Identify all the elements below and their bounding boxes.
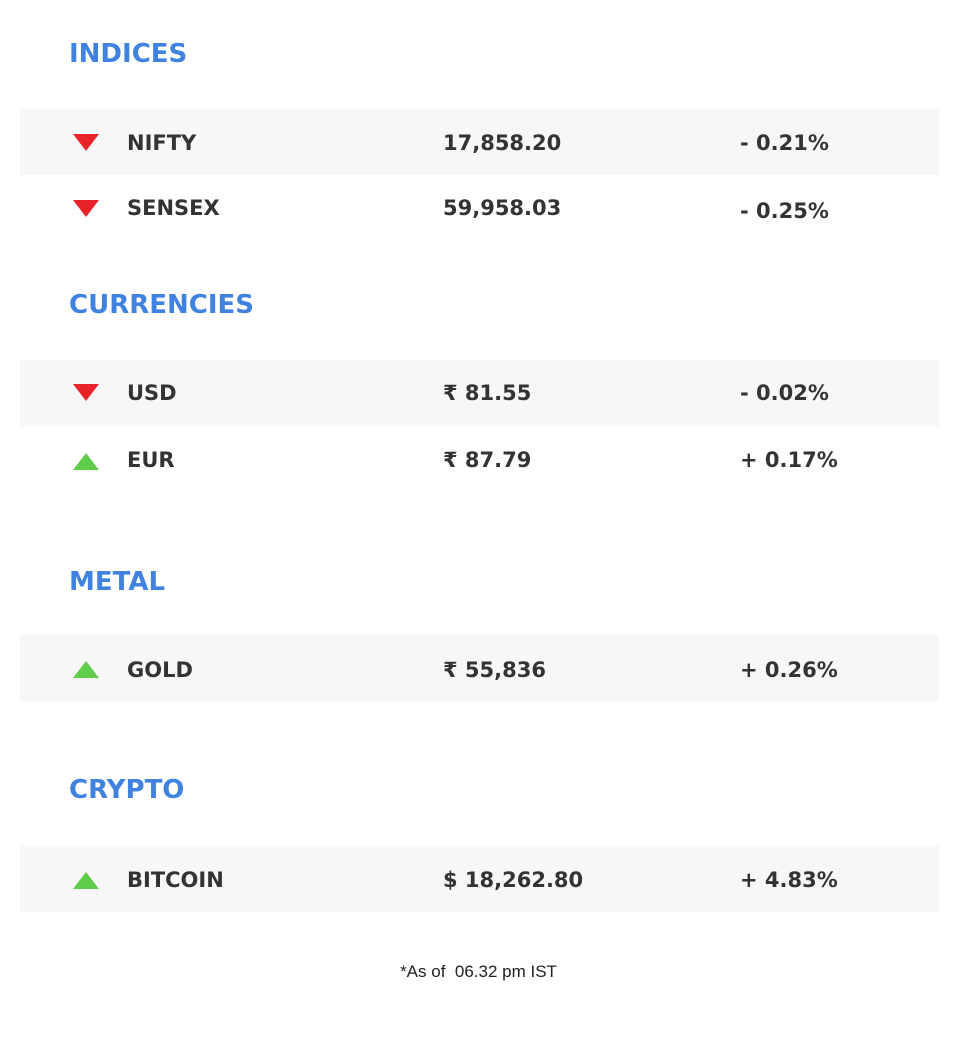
market-row-sensex: SENSEX 59,958.03 - 0.25% — [20, 175, 939, 241]
market-row-usd: USD ₹ 81.55 - 0.02% — [20, 360, 939, 426]
instrument-change: + 0.26% — [740, 658, 838, 682]
instrument-value: 59,958.03 — [443, 196, 562, 220]
down-arrow-icon — [73, 200, 99, 217]
up-arrow-icon — [73, 661, 99, 678]
down-arrow-icon — [73, 134, 99, 151]
instrument-value: 17,858.20 — [443, 131, 562, 155]
up-arrow-icon — [73, 453, 99, 470]
instrument-name: SENSEX — [127, 196, 220, 220]
instrument-name: BITCOIN — [127, 868, 224, 892]
section-title-metal: METAL — [69, 567, 166, 597]
instrument-change: + 4.83% — [740, 868, 838, 892]
section-title-currencies: CURRENCIES — [69, 290, 254, 320]
market-row-eur: EUR ₹ 87.79 + 0.17% — [20, 426, 939, 492]
timestamp-footnote: *As of 06.32 pm IST — [400, 962, 557, 981]
market-row-nifty: NIFTY 17,858.20 - 0.21% — [20, 109, 939, 175]
instrument-value: ₹ 55,836 — [443, 658, 546, 682]
down-arrow-icon — [73, 384, 99, 401]
instrument-name: EUR — [127, 448, 175, 472]
instrument-change: - 0.02% — [740, 381, 829, 405]
instrument-value: ₹ 87.79 — [443, 448, 532, 472]
instrument-change: - 0.25% — [740, 199, 829, 223]
instrument-value: $ 18,262.80 — [443, 868, 584, 892]
market-row-gold: GOLD ₹ 55,836 + 0.26% — [20, 635, 939, 701]
instrument-change: + 0.17% — [740, 448, 838, 472]
instrument-name: NIFTY — [127, 131, 197, 155]
market-row-bitcoin: BITCOIN $ 18,262.80 + 4.83% — [20, 846, 939, 912]
section-title-crypto: CRYPTO — [69, 775, 185, 805]
instrument-name: GOLD — [127, 658, 193, 682]
up-arrow-icon — [73, 872, 99, 889]
instrument-change: - 0.21% — [740, 131, 829, 155]
section-title-indices: INDICES — [69, 39, 188, 69]
instrument-name: USD — [127, 381, 177, 405]
instrument-value: ₹ 81.55 — [443, 381, 532, 405]
